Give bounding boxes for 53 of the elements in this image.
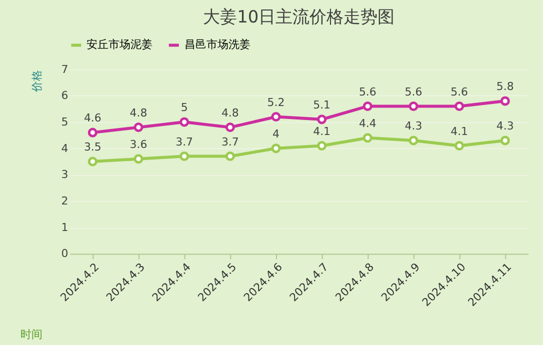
- point: [180, 117, 190, 127]
- point: [500, 136, 510, 146]
- point: [362, 133, 372, 143]
- point: [180, 152, 190, 162]
- point: [500, 96, 510, 106]
- data-label: 3.6: [130, 138, 148, 151]
- data-label: 3.7: [176, 135, 194, 148]
- y-tick-label: 5: [61, 116, 68, 129]
- point: [225, 122, 235, 132]
- y-tick-label: 6: [61, 89, 68, 102]
- y-tick-label: 7: [61, 62, 68, 76]
- chart-title: 大姜10日主流价格走势图: [203, 6, 395, 27]
- data-label: 5.2: [267, 96, 285, 109]
- y-tick-label: 2: [61, 194, 68, 208]
- data-label: 4: [272, 127, 280, 140]
- data-label: 4.4: [358, 116, 376, 130]
- point: [271, 112, 281, 122]
- point: [317, 114, 327, 124]
- data-label: 5.1: [313, 98, 331, 112]
- point: [408, 101, 418, 112]
- legend-label: 安丘市场泥姜: [86, 38, 153, 52]
- data-label: 4.6: [84, 112, 102, 125]
- data-label: 5.6: [358, 85, 376, 98]
- data-label: 4.8: [130, 106, 148, 120]
- data-label: 4.8: [221, 106, 239, 120]
- data-label: 4.1: [313, 124, 331, 138]
- point: [88, 128, 98, 138]
- point: [225, 152, 235, 162]
- data-label: 5.8: [496, 80, 514, 94]
- point: [88, 156, 98, 166]
- point: [134, 154, 144, 164]
- data-label: 5.6: [450, 85, 468, 98]
- y-tick-label: 4: [61, 142, 68, 155]
- point: [408, 136, 418, 146]
- y-tick-label: 3: [61, 168, 68, 182]
- point: [317, 140, 327, 150]
- legend-label: 昌邑市场洗姜: [184, 38, 250, 52]
- y-tick-label: 0: [61, 247, 68, 260]
- point: [362, 101, 372, 112]
- y-axis-title: 价格: [30, 70, 44, 93]
- data-label: 5.6: [404, 85, 422, 98]
- data-label: 5: [180, 101, 188, 114]
- point: [134, 122, 144, 132]
- point: [271, 144, 281, 154]
- data-label: 4.1: [450, 124, 468, 138]
- y-tick-label: 1: [61, 220, 68, 234]
- point: [454, 140, 464, 150]
- data-label: 3.5: [84, 140, 102, 154]
- data-label: 4.3: [496, 120, 514, 133]
- data-label: 3.7: [221, 135, 239, 148]
- point: [454, 101, 464, 112]
- x-axis-title: 时间: [20, 328, 42, 341]
- data-label: 4.3: [404, 120, 422, 133]
